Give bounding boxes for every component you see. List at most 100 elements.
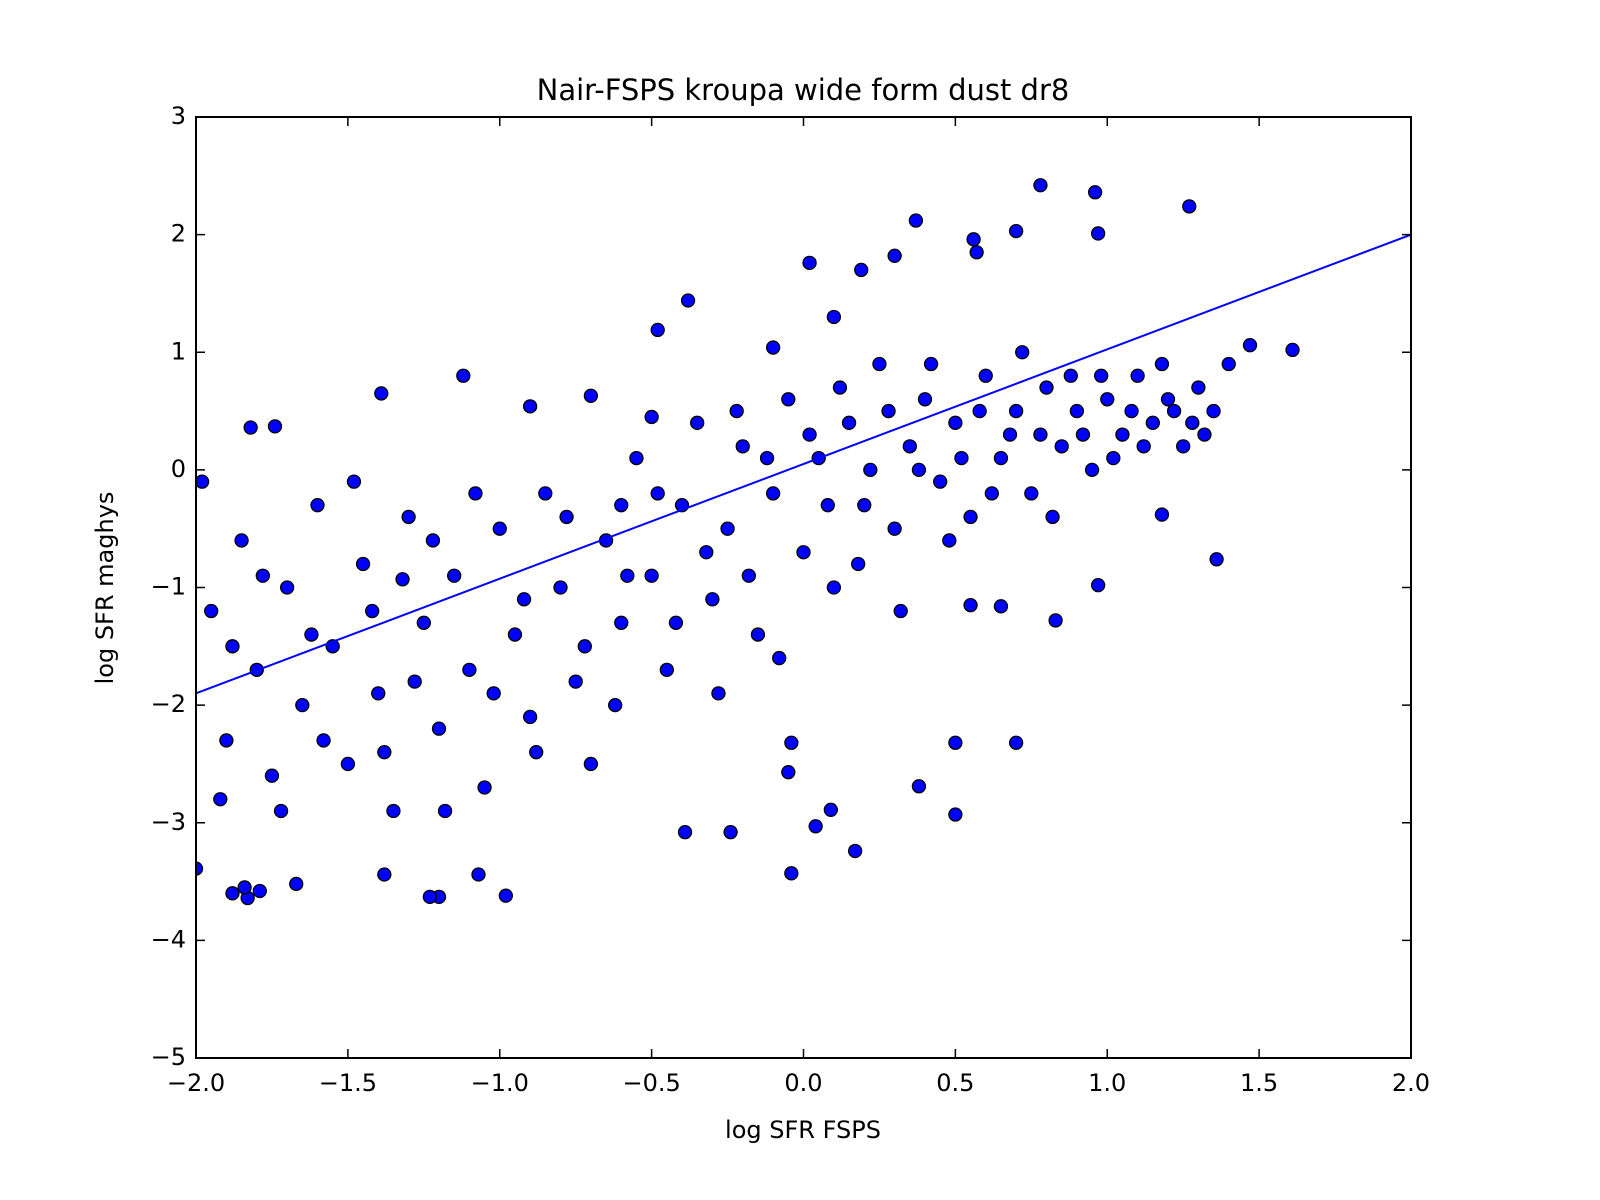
data-point [583,756,599,772]
data-point [993,599,1009,614]
data-point [462,662,477,677]
data-point [255,568,270,583]
data-point [1090,577,1106,593]
data-point [1084,462,1100,478]
data-point [1048,613,1063,628]
data-point [486,686,501,701]
data-point [841,415,857,430]
data-point [371,686,386,701]
data-point [978,368,993,383]
data-point [933,474,948,489]
data-point [784,735,799,750]
data-point [863,462,878,478]
data-point [893,603,908,619]
data-point [644,568,659,583]
data-point [1039,380,1054,395]
data-point [252,883,267,899]
data-point [911,779,927,794]
data-point [1166,403,1182,419]
data-point [234,533,249,548]
data-point [456,368,471,383]
y-tick-label: 0 [171,455,186,483]
data-point [908,213,924,228]
data-point [948,415,963,430]
data-point [386,803,401,819]
data-point [425,533,441,548]
data-point [583,388,599,403]
y-tick-label: 1 [171,337,186,365]
data-point [407,674,422,689]
data-point [1197,427,1212,442]
data-point [650,486,665,501]
data-point [395,572,410,587]
data-point [1054,439,1069,454]
data-point [225,886,240,901]
data-point [723,825,738,840]
x-tick-label: 1.5 [1240,1069,1278,1097]
data-point [614,498,629,513]
y-tick-label: −5 [151,1043,186,1071]
data-point [219,733,234,748]
data-point [887,248,902,263]
data-point [1075,427,1091,442]
data-point [401,509,416,525]
data-point [377,745,392,760]
data-point [765,486,781,501]
data-point [522,709,538,725]
data-point [729,403,744,419]
data-point [1008,735,1024,750]
data-point [948,735,963,750]
data-point [759,450,775,466]
data-point [237,880,252,895]
data-point [832,380,848,395]
data-point [377,867,392,882]
data-point [772,650,787,666]
data-point [963,509,978,525]
data-point [993,450,1009,466]
data-point [1160,392,1176,407]
data-point [969,245,984,260]
data-point [966,232,981,247]
data-point [365,603,380,619]
data-point [629,450,644,466]
data-point [213,792,228,807]
data-point [264,768,280,783]
data-point [741,568,756,583]
data-point [659,662,674,677]
x-tick-label: 0.0 [784,1069,822,1097]
data-point [826,309,842,325]
data-point [705,592,720,607]
data-point [1100,392,1115,407]
y-tick-label: −4 [151,925,186,953]
data-point [289,876,304,892]
data-point [765,340,781,355]
x-tick-label: −2.0 [167,1069,225,1097]
data-point [820,498,835,513]
data-point [568,674,583,689]
data-point [796,545,811,560]
y-tick-label: −1 [151,573,186,601]
data-point [1124,403,1139,419]
data-point [1015,345,1030,360]
y-tick-label: −2 [151,690,186,718]
data-point [1154,356,1170,372]
x-tick-label: −1.5 [319,1069,377,1097]
x-tick-label: 0.5 [936,1069,974,1097]
data-point [644,409,659,425]
x-axis-label: log SFR FSPS [725,1116,881,1144]
data-point [1106,450,1121,466]
data-point [872,356,887,372]
data-point [1033,178,1048,193]
data-point [917,392,933,407]
data-point [614,615,629,630]
data-point [225,639,240,654]
data-point [1008,223,1024,239]
data-point [802,427,817,442]
data-point [374,386,389,401]
data-point [477,780,492,795]
y-axis-label: log SFR maghys [91,492,119,685]
data-point [1090,226,1106,241]
data-point [608,697,623,713]
data-point [911,462,927,478]
